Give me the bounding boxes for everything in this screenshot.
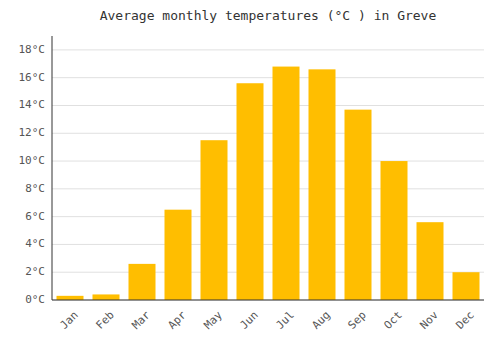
y-tick-label: 14°C (19, 98, 46, 111)
bar (309, 69, 336, 300)
y-tick-label: 18°C (19, 43, 46, 56)
x-tick-label: Mar (130, 308, 154, 332)
y-tick-label: 2°C (25, 265, 45, 278)
chart: 0°C 2°C 4°C 6°C 8°C 10°C 12°C 14°C 16°C 18°C Jan Fe… (0, 0, 500, 350)
y-axis-line (52, 36, 53, 300)
x-tick-label: Jan (58, 309, 81, 332)
grid-line (52, 133, 484, 134)
bar (165, 210, 192, 300)
x-tick-label: Sep (346, 309, 369, 332)
grid-line (52, 216, 484, 217)
bar (129, 264, 156, 300)
grid-line (52, 105, 484, 106)
y-tick-label: 0°C (25, 293, 45, 306)
y-tick-label: 8°C (25, 182, 45, 195)
title: Average monthly temperatures (°C ) in Gr… (100, 8, 437, 23)
x-tick-label: Nov (418, 308, 442, 332)
x-tick-label: Jul (274, 309, 297, 332)
y-tick-label: 10°C (19, 154, 46, 167)
bar (381, 161, 408, 300)
bar (93, 294, 120, 300)
y-tick-label: 12°C (19, 126, 46, 139)
page: {"chart_data": {"type": "bar", "title": … (0, 0, 500, 350)
grid-line (52, 49, 484, 50)
grid-line (52, 188, 484, 189)
bar (201, 140, 228, 300)
y-tick-label: 4°C (25, 237, 45, 250)
y-tick-label: 6°C (25, 210, 45, 223)
x-tick-label: Apr (166, 308, 190, 332)
grid-line (52, 161, 484, 162)
grid-line (52, 300, 484, 301)
y-tick-label: 16°C (19, 71, 46, 84)
x-tick-label: Aug (310, 309, 333, 332)
x-tick-label: Oct (382, 309, 405, 332)
bar (237, 83, 264, 300)
bar (273, 67, 300, 300)
x-tick-label: Jun (238, 309, 261, 332)
bar (453, 272, 480, 300)
x-axis: Jan Feb Mar Apr May Jun Jul Aug Sep Oct Nov Dec (58, 308, 477, 332)
bars (57, 67, 480, 300)
bar (57, 296, 84, 300)
x-axis-line (52, 300, 484, 301)
x-tick-label: Feb (94, 309, 117, 332)
grid (52, 50, 484, 300)
x-tick-label: May (202, 308, 226, 332)
bar (417, 222, 444, 300)
y-axis: 0°C 2°C 4°C 6°C 8°C 10°C 12°C 14°C 16°C 18°C (19, 43, 46, 306)
grid-line (52, 77, 484, 78)
bar (345, 110, 372, 300)
x-tick-label: Dec (454, 309, 477, 332)
